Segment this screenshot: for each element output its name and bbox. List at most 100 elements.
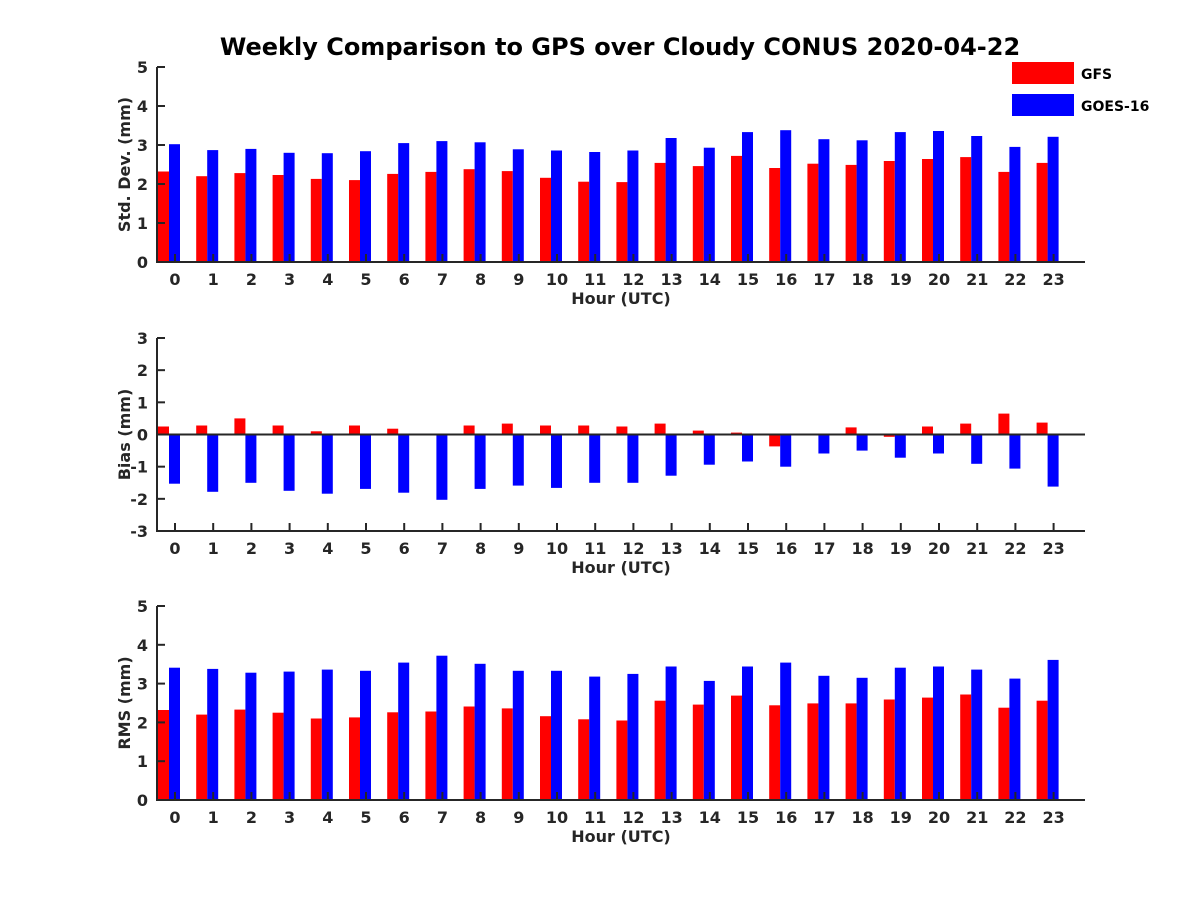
y-tick-label: 1: [137, 393, 148, 412]
bar-goes-16-hour-1: [207, 668, 219, 800]
bar-gfs-hour-7: [425, 711, 437, 800]
bar-gfs-hour-0: [158, 710, 169, 800]
x-tick-label: 16: [775, 270, 797, 289]
x-tick-label: 2: [246, 808, 257, 827]
bar-goes-16-hour-0: [169, 434, 180, 484]
bar-goes-16-hour-21: [971, 136, 983, 262]
bar-goes-16-hour-20: [933, 131, 944, 262]
y-tick-label: 3: [137, 675, 148, 694]
bar-goes-16-hour-2: [245, 434, 257, 483]
bar-gfs-hour-14: [692, 166, 704, 262]
bar-gfs-hour-17: [807, 163, 819, 262]
x-tick-label: 16: [775, 808, 797, 827]
y-axis-label: Std. Dev. (mm): [115, 97, 134, 232]
bar-gfs-hour-13: [654, 700, 666, 800]
x-tick-label: 17: [813, 539, 835, 558]
x-tick-label: 6: [399, 270, 410, 289]
bar-gfs-hour-23: [1036, 162, 1048, 262]
bar-goes-16-hour-21: [971, 669, 983, 800]
y-tick-label: 3: [137, 329, 148, 348]
bar-goes-16-hour-11: [589, 152, 601, 262]
bar-goes-16-hour-19: [894, 434, 906, 458]
bar-goes-16-hour-17: [818, 675, 830, 800]
bar-gfs-hour-9: [501, 171, 513, 262]
y-tick-label: 0: [137, 791, 148, 810]
bar-goes-16-hour-23: [1047, 434, 1059, 487]
bar-goes-16-hour-22: [1009, 678, 1021, 800]
x-tick-label: 0: [169, 270, 180, 289]
y-tick-label: -2: [130, 490, 148, 509]
bar-gfs-hour-9: [501, 708, 513, 800]
bar-goes-16-hour-8: [474, 434, 486, 489]
y-axis-label: Bias (mm): [115, 389, 134, 481]
bar-gfs-hour-4: [310, 178, 322, 262]
bar-gfs-hour-10: [540, 425, 551, 435]
bar-goes-16-hour-23: [1047, 659, 1059, 800]
x-tick-label: 9: [513, 539, 524, 558]
bar-gfs-hour-11: [578, 719, 590, 800]
bar-goes-16-hour-19: [894, 667, 906, 800]
x-tick-label: 14: [699, 539, 721, 558]
x-tick-label: 3: [284, 270, 295, 289]
x-tick-label: 23: [1042, 808, 1064, 827]
x-tick-label: 22: [1004, 270, 1026, 289]
x-tick-label: 5: [360, 270, 371, 289]
bar-goes-16-hour-23: [1047, 136, 1059, 262]
bar-gfs-hour-2: [234, 173, 246, 262]
bar-gfs-hour-15: [731, 155, 742, 262]
bar-gfs-hour-19: [883, 161, 895, 262]
bar-goes-16-hour-15: [742, 132, 753, 262]
bar-goes-16-hour-17: [818, 434, 830, 454]
bar-goes-16-hour-1: [207, 434, 219, 492]
bar-gfs-hour-19: [883, 434, 895, 437]
y-tick-label: -1: [130, 458, 148, 477]
bar-gfs-hour-22: [998, 413, 1010, 435]
legend-label-goes-16: GOES-16: [1081, 99, 1149, 115]
x-tick-label: 7: [437, 270, 448, 289]
y-tick-label: 2: [137, 713, 148, 732]
x-tick-label: 15: [737, 270, 759, 289]
bar-goes-16-hour-14: [703, 434, 715, 465]
bar-gfs-hour-19: [883, 699, 895, 800]
bar-gfs-hour-21: [960, 423, 972, 435]
bar-gfs-hour-3: [272, 175, 284, 262]
bar-gfs-hour-16: [769, 434, 781, 447]
x-tick-label: 14: [699, 808, 721, 827]
bar-gfs-hour-4: [310, 718, 322, 800]
bar-gfs-hour-15: [731, 695, 742, 800]
bar-goes-16-hour-10: [551, 434, 562, 488]
bar-gfs-hour-20: [922, 426, 933, 435]
x-tick-label: 23: [1042, 270, 1064, 289]
x-tick-label: 1: [208, 539, 219, 558]
x-tick-label: 20: [928, 539, 950, 558]
bar-gfs-hour-1: [196, 714, 208, 800]
bar-gfs-hour-6: [387, 428, 399, 435]
bar-gfs-hour-7: [425, 171, 437, 262]
bar-goes-16-hour-22: [1009, 146, 1021, 262]
bar-goes-16-hour-12: [627, 434, 639, 483]
x-tick-label: 7: [437, 808, 448, 827]
bar-gfs-hour-12: [616, 720, 628, 800]
x-tick-label: 22: [1004, 808, 1026, 827]
bar-goes-16-hour-15: [742, 434, 753, 462]
bar-goes-16-hour-13: [665, 434, 677, 476]
x-tick-label: 16: [775, 539, 797, 558]
x-tick-label: 12: [622, 808, 644, 827]
bar-gfs-hour-1: [196, 176, 208, 262]
x-tick-label: 12: [622, 270, 644, 289]
y-tick-label: 2: [137, 361, 148, 380]
bar-goes-16-hour-2: [245, 672, 257, 800]
legend-swatch-goes-16: [1012, 94, 1074, 116]
x-tick-label: 10: [546, 270, 568, 289]
bar-gfs-hour-8: [463, 706, 475, 800]
x-tick-label: 11: [584, 539, 606, 558]
y-tick-label: 0: [137, 426, 148, 445]
bar-goes-16-hour-16: [780, 130, 792, 262]
bar-goes-16-hour-7: [436, 655, 448, 800]
legend-label-gfs: GFS: [1081, 67, 1112, 83]
bar-gfs-hour-5: [349, 717, 360, 800]
bar-goes-16-hour-11: [589, 434, 601, 483]
legend-swatch-gfs: [1012, 62, 1074, 84]
y-tick-label: 4: [137, 636, 148, 655]
